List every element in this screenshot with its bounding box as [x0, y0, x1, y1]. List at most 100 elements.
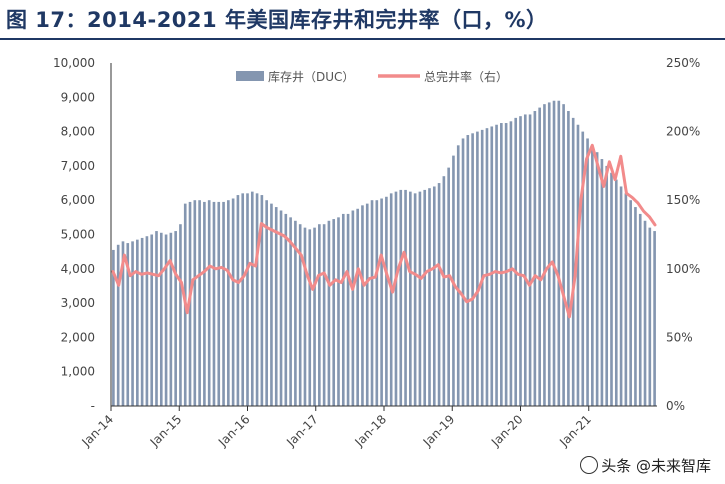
duc-bar	[447, 167, 450, 406]
duc-bar	[341, 213, 345, 406]
duc-bar	[500, 123, 503, 406]
x-tick-label: Jan-20	[488, 412, 526, 450]
duc-bar	[150, 234, 154, 406]
duc-bar	[370, 200, 374, 406]
duc-bar	[260, 195, 264, 406]
duc-bar	[250, 191, 254, 407]
duc-bar	[337, 217, 340, 406]
duc-bar	[591, 145, 594, 406]
duc-bar	[629, 200, 632, 406]
y-left-tick-label: 1,000	[61, 365, 95, 379]
duc-bar	[385, 196, 388, 406]
line-series	[111, 143, 657, 319]
duc-bar	[322, 224, 326, 406]
duc-bar	[423, 189, 427, 406]
duc-bar	[236, 195, 240, 406]
duc-bar	[327, 220, 331, 406]
duc-bar	[231, 198, 235, 406]
y-left-tick-label: 7,000	[61, 159, 95, 173]
duc-bar	[365, 203, 369, 406]
duc-bar	[413, 193, 417, 406]
duc-bar	[547, 102, 551, 406]
duc-bar	[159, 232, 163, 406]
y-left-tick-label: 8,000	[61, 125, 95, 139]
duc-bar	[571, 117, 575, 406]
duc-bar	[241, 193, 245, 406]
camera-icon	[580, 456, 599, 474]
duc-bar	[207, 200, 211, 406]
duc-bar	[543, 104, 546, 406]
legend-label-completion: 总完井率（右）	[424, 69, 508, 84]
duc-bar	[533, 111, 537, 407]
page-title: 图 17：2014-2021 年美国库存井和完井率（口，%）	[6, 8, 548, 32]
y-left-tick-label: 3,000	[61, 296, 95, 310]
duc-bar	[308, 229, 312, 406]
duc-bar	[203, 201, 206, 406]
x-tick-label: Jan-14	[79, 412, 117, 450]
duc-bar	[289, 217, 292, 406]
duc-bar	[495, 124, 498, 407]
duc-bar	[112, 249, 115, 406]
duc-bar	[404, 189, 407, 406]
duc-bar	[298, 224, 302, 406]
duc-bar	[126, 243, 130, 406]
duc-bar	[380, 198, 383, 406]
duc-bar	[375, 200, 379, 406]
duc-bar	[471, 133, 474, 406]
duc-bar	[528, 114, 532, 406]
duc-bar	[552, 100, 556, 406]
duc-bar	[653, 231, 656, 406]
x-tick-label: Jan-16	[215, 412, 253, 450]
duc-bar	[428, 188, 431, 406]
y-right-tick-label: 0%	[666, 399, 685, 413]
duc-bar	[418, 191, 422, 407]
duc-bar	[274, 207, 278, 406]
legend-label-duc: 库存井（DUC）	[268, 69, 354, 84]
duc-bar	[198, 200, 201, 406]
bar-series	[112, 100, 656, 407]
duc-bar	[294, 220, 297, 406]
duc-bar	[179, 224, 182, 406]
duc-bar	[605, 165, 609, 406]
duc-bar	[346, 213, 350, 406]
duc-bar	[619, 186, 623, 406]
duc-bar	[638, 213, 642, 406]
duc-bar	[255, 193, 259, 406]
watermark: 头条 @未来智库	[574, 453, 717, 478]
legend-bar-swatch	[236, 71, 264, 81]
x-tick-label: Jan-18	[352, 412, 390, 450]
duc-bar	[270, 203, 273, 406]
y-left-tick-label: 6,000	[61, 193, 95, 207]
duc-bar	[437, 183, 441, 406]
duc-bar	[303, 227, 307, 406]
duc-bar	[136, 239, 139, 406]
duc-bar	[389, 193, 393, 406]
duc-bar	[519, 116, 522, 407]
duc-bar	[576, 124, 580, 407]
duc-bar	[461, 138, 465, 406]
y-left-tick-label: -	[91, 399, 95, 413]
y-right-tick-label: 200%	[666, 125, 700, 139]
duc-bar	[227, 200, 230, 406]
duc-bar	[318, 224, 321, 406]
duc-bar	[399, 189, 403, 406]
duc-bar	[514, 117, 518, 406]
duc-bar	[581, 131, 585, 406]
duc-bar	[614, 179, 618, 406]
duc-bar	[313, 227, 316, 406]
duc-bar	[351, 210, 355, 406]
duc-bar	[222, 201, 225, 406]
duc-bar	[466, 135, 470, 406]
duc-bar	[476, 131, 479, 406]
duc-bar	[610, 172, 613, 406]
duc-bar	[648, 227, 652, 406]
legend: 库存井（DUC） 总完井率（右）	[236, 69, 508, 84]
duc-bar	[284, 213, 288, 406]
duc-bar	[155, 231, 158, 406]
duc-bar	[394, 191, 398, 407]
duc-bar	[490, 126, 494, 407]
duc-bar	[356, 208, 359, 406]
duc-bar	[361, 205, 364, 406]
y-left-tick-label: 9,000	[61, 90, 95, 104]
